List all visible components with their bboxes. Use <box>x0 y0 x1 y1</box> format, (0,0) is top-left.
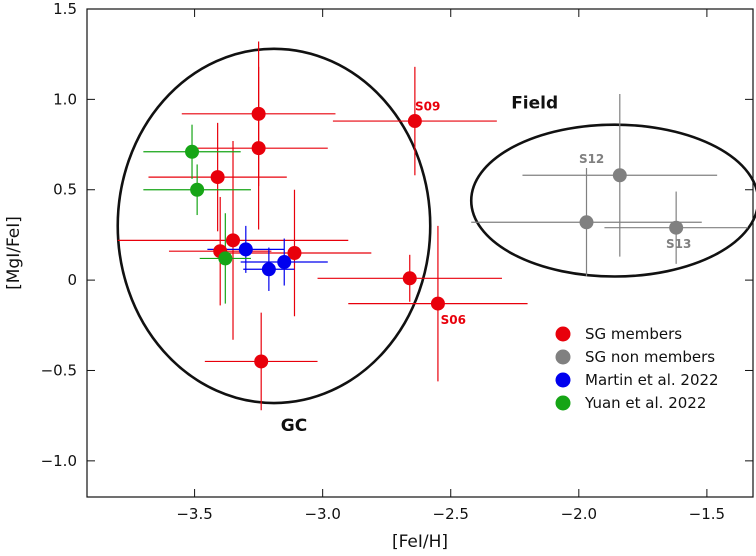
x-axis-title: [FeI/H] <box>392 532 448 552</box>
ticks-layer: −3.5 −3.0 −2.5 −2.0 −1.5 −1.0 −0.5 0 0.5 1.0 1.5 <box>41 0 753 523</box>
x-tick-label: −3.5 <box>176 505 212 523</box>
point-sg-non-members <box>669 220 684 235</box>
region-ellipse-gc <box>116 47 432 405</box>
point-yuan-et-al-2022 <box>190 182 205 197</box>
point-sg-members <box>407 114 422 129</box>
y-tick-label: 1.0 <box>53 90 77 108</box>
legend-label-sg-non-members: SG non members <box>585 348 715 366</box>
legend-label-yuan-et-al-2022: Yuan et al. 2022 <box>584 394 706 412</box>
point-sg-non-members <box>612 168 627 183</box>
point-martin-et-al-2022 <box>277 255 292 270</box>
x-tick-label: −1.5 <box>689 505 725 523</box>
legend-marker-yuan-et-al-2022 <box>555 395 571 411</box>
legend-label-sg-members: SG members <box>585 325 682 343</box>
point-sg-members <box>251 141 266 156</box>
point-sg-members <box>251 106 266 121</box>
y-tick-label: 1.5 <box>53 0 77 18</box>
point-sg-non-members <box>579 215 594 230</box>
regions-layer <box>116 47 756 405</box>
star-label-s09: S09 <box>415 100 440 114</box>
region-ellipse-field <box>469 123 756 278</box>
y-tick-label: −0.5 <box>41 361 77 379</box>
point-sg-members <box>402 271 417 286</box>
star-label-s13: S13 <box>666 237 691 251</box>
star-label-s06: S06 <box>441 313 466 327</box>
x-tick-label: −2.0 <box>561 505 597 523</box>
y-tick-label: 0 <box>67 271 77 289</box>
region-label-gc: GC <box>281 416 307 436</box>
legend-label-martin-et-al-2022: Martin et al. 2022 <box>585 371 719 389</box>
legend-marker-martin-et-al-2022 <box>555 372 571 388</box>
point-sg-members <box>226 233 241 248</box>
plot-frame <box>86 8 754 498</box>
points-layer <box>185 106 684 369</box>
point-sg-members <box>430 296 445 311</box>
y-tick-label: 0.5 <box>53 181 77 199</box>
x-tick-label: −3.0 <box>304 505 340 523</box>
point-yuan-et-al-2022 <box>218 251 233 266</box>
x-tick-label: −2.5 <box>433 505 469 523</box>
y-axis-title: [MgI/FeI] <box>4 216 24 290</box>
legend-marker-sg-members <box>555 326 571 342</box>
y-tick-label: −1.0 <box>41 452 77 470</box>
point-martin-et-al-2022 <box>238 242 253 257</box>
annotations-layer: GC Field S09 S06 S12 S13 <box>281 94 692 436</box>
point-martin-et-al-2022 <box>261 262 276 277</box>
legend-marker-sg-non-members <box>555 349 571 365</box>
star-label-s12: S12 <box>579 152 604 166</box>
point-sg-members <box>287 246 302 260</box>
region-label-field: Field <box>511 94 558 114</box>
point-sg-members <box>254 354 269 369</box>
point-yuan-et-al-2022 <box>185 144 200 159</box>
legend: SG members SG non members Martin et al. 20… <box>555 325 719 412</box>
point-sg-members <box>210 170 225 185</box>
